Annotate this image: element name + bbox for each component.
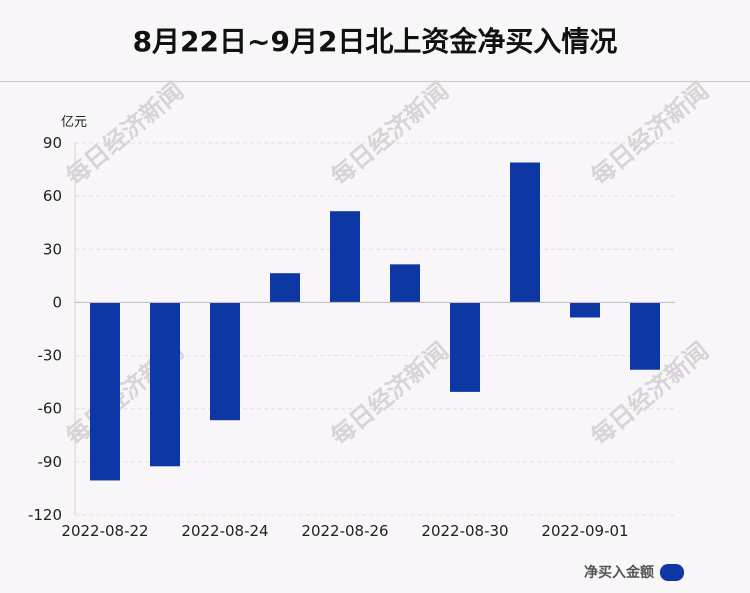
legend-swatch (660, 563, 684, 581)
bar-2022-08-23 (150, 302, 180, 467)
x-axis: 2022-08-22 2022-08-24 2022-08-26 2022-08-30… (61, 301, 675, 540)
bar-2022-08-26 (330, 211, 360, 303)
y-tick-label-0: 90 (43, 134, 62, 152)
bar-2022-09-02 (630, 302, 660, 370)
x-tick-label-4: 2022-09-01 (541, 522, 628, 540)
x-tick-label-1: 2022-08-24 (181, 522, 268, 540)
bar-2022-08-22 (90, 302, 120, 481)
y-tick-label-7: -120 (28, 506, 62, 524)
title-divider (0, 81, 750, 82)
watermark-2: 每日经济新闻 (585, 76, 714, 191)
y-tick-label-5: -60 (38, 400, 63, 418)
y-tick-label-4: -30 (38, 347, 63, 365)
x-tick-label-3: 2022-08-30 (421, 522, 508, 540)
y-unit-label: 亿元 (61, 115, 87, 130)
legend: 净买入金额 (584, 562, 684, 582)
bar-2022-08-24 (210, 302, 240, 421)
bar-2022-09-01 (570, 302, 600, 318)
x-tick-label-2: 2022-08-26 (301, 522, 388, 540)
watermark-0: 每日经济新闻 (60, 76, 189, 191)
watermark-4: 每日经济新闻 (325, 336, 454, 451)
bar-2022-08-29 (390, 264, 420, 303)
y-tick-label-3: 0 (52, 293, 62, 311)
bar-2022-08-30 (450, 302, 480, 392)
x-tick-label-0: 2022-08-22 (61, 522, 148, 540)
chart-title: 8月22日~9月2日北上资金净买入情况 (132, 25, 618, 58)
y-tick-label-6: -90 (38, 453, 63, 471)
bar-2022-08-31 (510, 162, 540, 303)
bars (90, 162, 660, 481)
y-axis: 亿元 90 60 30 0 -30 -60 -90 -120 (28, 115, 87, 524)
legend-label: 净买入金额 (584, 565, 654, 581)
bar-2022-08-25 (270, 273, 300, 303)
y-tick-label-1: 60 (43, 187, 62, 205)
watermark-1: 每日经济新闻 (325, 76, 454, 191)
y-tick-label-2: 30 (43, 240, 62, 258)
